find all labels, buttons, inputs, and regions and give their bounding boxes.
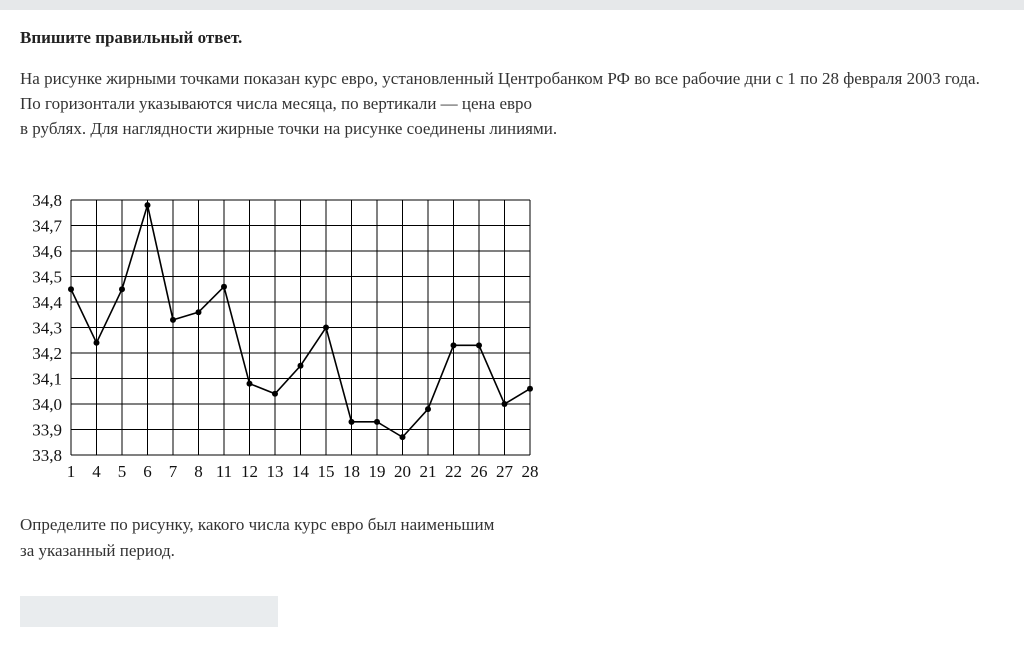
x-tick-label: 15 bbox=[318, 462, 335, 481]
x-tick-label: 22 bbox=[445, 462, 462, 481]
y-tick-label: 34,4 bbox=[32, 293, 62, 312]
y-tick-label: 34,5 bbox=[32, 268, 62, 287]
x-tick-label: 28 bbox=[522, 462, 539, 481]
data-point bbox=[221, 283, 227, 290]
x-tick-label: 1 bbox=[67, 462, 76, 481]
euro-rate-chart: 33,8 33,9 34,0 34,1 34,2 34,3 34,4 34,5 34,6 34,7… bbox=[32, 191, 539, 481]
data-point bbox=[68, 286, 74, 293]
x-tick-label: 26 bbox=[471, 462, 488, 481]
data-point bbox=[501, 401, 508, 407]
paragraph: в рублях. Для наглядности жирные точки н… bbox=[20, 119, 558, 138]
data-point bbox=[374, 418, 380, 425]
x-tick-label: 27 bbox=[496, 462, 514, 481]
data-point bbox=[119, 286, 125, 293]
y-tick-label: 34,3 bbox=[32, 319, 62, 338]
x-tick-label: 12 bbox=[241, 462, 258, 481]
task-title: Впишите правильный ответ. bbox=[20, 28, 243, 47]
question-text: Определите по рисунку, какого числа курс… bbox=[20, 512, 494, 564]
y-tick-label: 33,9 bbox=[32, 421, 62, 440]
data-point bbox=[144, 202, 151, 209]
data-point bbox=[323, 324, 329, 331]
data-point bbox=[297, 362, 304, 369]
data-point bbox=[272, 390, 278, 397]
paragraph: По горизонтали указываются числа месяца,… bbox=[20, 94, 533, 113]
x-tick-label: 4 bbox=[92, 462, 101, 481]
y-tick-label: 34,8 bbox=[32, 191, 62, 210]
x-tick-label: 13 bbox=[267, 462, 284, 481]
y-tick-label: 34,2 bbox=[32, 344, 62, 363]
y-tick-label: 34,7 bbox=[32, 217, 62, 236]
x-tick-label: 19 bbox=[369, 462, 386, 481]
data-point bbox=[425, 406, 431, 413]
x-tick-label: 5 bbox=[118, 462, 127, 481]
x-tick-label: 8 bbox=[194, 462, 203, 481]
x-tick-label: 7 bbox=[169, 462, 178, 481]
question-line: за указанный период. bbox=[20, 541, 175, 560]
task-text: На рисунке жирными точками показан курс … bbox=[20, 66, 1010, 141]
data-point bbox=[195, 309, 202, 316]
data-point bbox=[93, 339, 100, 346]
top-bar bbox=[0, 0, 1024, 10]
x-tick-label: 18 bbox=[343, 462, 360, 481]
x-tick-label: 11 bbox=[216, 462, 232, 481]
x-tick-label: 21 bbox=[420, 462, 437, 481]
paragraph: На рисунке жирными точками показан курс … bbox=[20, 69, 980, 88]
data-point bbox=[399, 434, 406, 441]
data-point bbox=[348, 418, 355, 425]
y-tick-label: 33,8 bbox=[32, 446, 62, 465]
y-tick-label: 34,6 bbox=[32, 242, 62, 261]
x-tick-label: 6 bbox=[143, 462, 152, 481]
data-point bbox=[476, 342, 482, 349]
x-tick-label: 20 bbox=[394, 462, 411, 481]
data-point bbox=[527, 385, 533, 392]
y-tick-label: 34,1 bbox=[32, 370, 62, 389]
data-point bbox=[170, 316, 176, 323]
data-point bbox=[450, 342, 457, 349]
question-line: Определите по рисунку, какого числа курс… bbox=[20, 515, 495, 534]
answer-input[interactable] bbox=[20, 596, 278, 627]
x-tick-label: 14 bbox=[292, 462, 310, 481]
y-tick-label: 34,0 bbox=[32, 395, 62, 414]
data-point bbox=[246, 380, 253, 387]
